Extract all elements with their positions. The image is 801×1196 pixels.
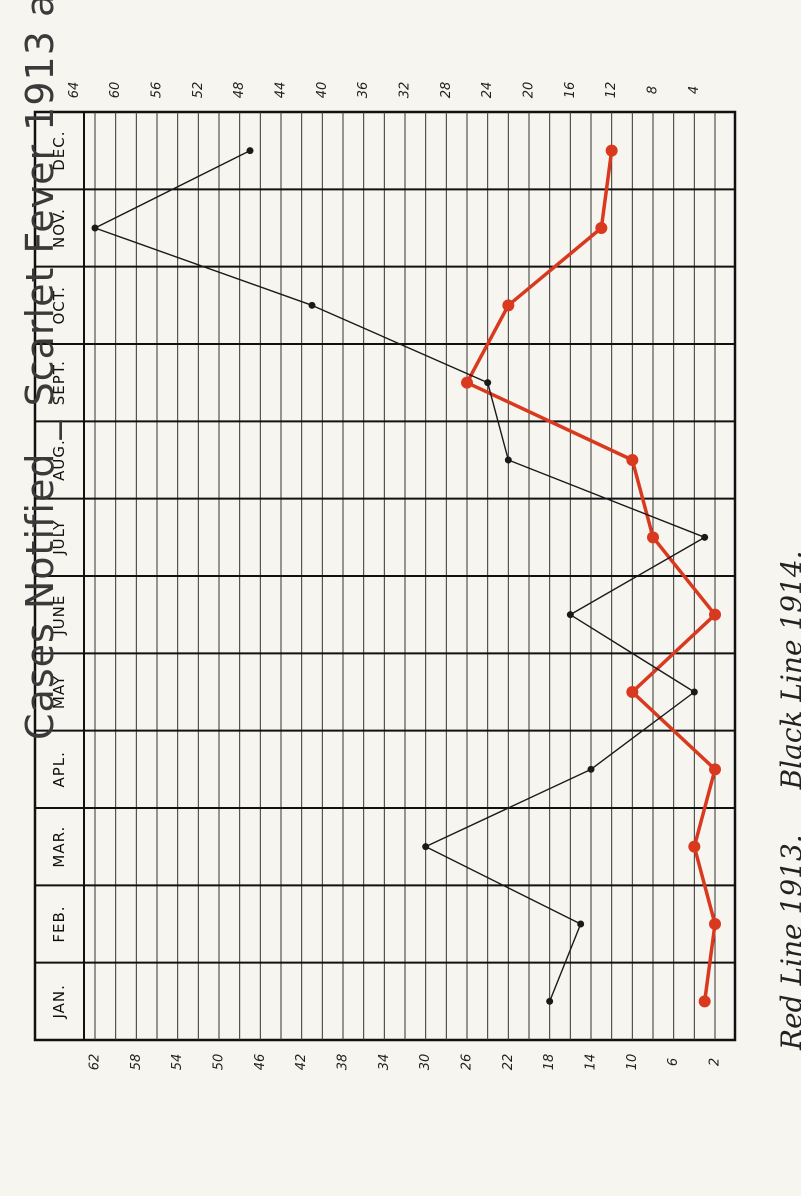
data-point-1914 — [566, 611, 574, 619]
data-point-1913 — [709, 608, 721, 621]
tick-label-top: 20 — [522, 82, 537, 99]
tick-label-top: 8 — [646, 86, 661, 94]
tick-label-bottom: 62 — [88, 1054, 103, 1071]
month-label: OCT. — [50, 286, 68, 324]
data-point-1913 — [688, 840, 701, 853]
month-label: SEPT. — [50, 360, 68, 405]
data-point-1913 — [605, 144, 618, 157]
data-point-1913 — [647, 531, 659, 544]
month-label: MAY — [50, 675, 68, 709]
data-point-1913 — [626, 454, 639, 466]
tick-label-bottom: 54 — [170, 1054, 185, 1071]
tick-label-top: 56 — [150, 82, 165, 99]
series-line-1913 — [465, 150, 717, 1002]
chart-title: Cases Notified _ Scarlet Fever 1913 and … — [18, 0, 62, 740]
data-point-1914 — [690, 688, 698, 696]
data-point-1914 — [587, 765, 595, 773]
tick-label-top: 16 — [563, 82, 578, 99]
data-point-1914 — [308, 301, 316, 309]
tick-label-bottom: 18 — [542, 1054, 557, 1071]
data-point-1914 — [246, 147, 254, 155]
month-label: JUNE — [50, 595, 68, 636]
tick-label-bottom: 10 — [625, 1054, 640, 1071]
month-label: FEB. — [50, 905, 68, 942]
tick-label-top: 4 — [687, 86, 702, 94]
data-point-1913 — [595, 222, 608, 234]
data-point-1913 — [709, 763, 721, 776]
tick-label-bottom: 22 — [501, 1054, 516, 1071]
tick-label-bottom: 58 — [129, 1054, 144, 1071]
tick-label-top: 48 — [232, 82, 247, 99]
legend-item-1914: Black Line 1914. — [775, 550, 801, 790]
tick-label-top: 44 — [274, 82, 289, 99]
data-point-1914 — [701, 533, 709, 541]
tick-label-top: 28 — [439, 82, 454, 99]
data-point-1914 — [577, 920, 585, 928]
tick-label-top: 64 — [67, 82, 82, 99]
tick-label-bottom: 30 — [418, 1054, 433, 1071]
tick-label-top: 36 — [356, 82, 371, 99]
month-label: JAN. — [50, 984, 68, 1019]
data-point-1914 — [91, 224, 99, 232]
tick-label-bottom: 42 — [294, 1054, 309, 1071]
month-label: JULY — [50, 520, 68, 556]
tick-label-top: 32 — [398, 82, 413, 99]
series-line-1914 — [94, 150, 706, 1002]
data-point-1913 — [502, 299, 515, 312]
tick-label-bottom: 46 — [253, 1054, 268, 1071]
tick-label-bottom: 14 — [584, 1054, 599, 1071]
tick-label-bottom: 38 — [336, 1054, 351, 1071]
data-point-1913 — [709, 918, 721, 930]
tick-label-top: 12 — [604, 82, 619, 99]
tick-label-bottom: 2 — [708, 1058, 723, 1066]
data-point-1913 — [461, 376, 473, 389]
data-point-1913 — [626, 686, 639, 698]
month-label: NOV. — [50, 208, 68, 248]
data-point-1913 — [698, 995, 711, 1008]
legend: Red Line 1913. Black Line 1914. — [775, 514, 801, 1050]
tick-label-top: 60 — [108, 82, 123, 99]
month-label: DEC. — [50, 131, 68, 171]
tick-label-top: 40 — [315, 82, 330, 99]
tick-label-bottom: 50 — [212, 1054, 227, 1071]
tick-label-bottom: 34 — [377, 1054, 392, 1071]
data-point-1914 — [484, 379, 492, 387]
month-label: AUG. — [50, 439, 68, 481]
month-label: MAR. — [50, 826, 68, 868]
tick-label-top: 52 — [191, 82, 206, 99]
tick-label-top: 24 — [480, 82, 495, 99]
tick-label-bottom: 6 — [666, 1058, 681, 1066]
data-point-1914 — [504, 456, 512, 464]
tick-label-bottom: 26 — [460, 1054, 475, 1071]
data-point-1914 — [546, 997, 554, 1005]
legend-item-1913: Red Line 1913. — [775, 834, 801, 1050]
month-label: APL. — [50, 751, 68, 787]
data-point-1914 — [422, 843, 430, 851]
